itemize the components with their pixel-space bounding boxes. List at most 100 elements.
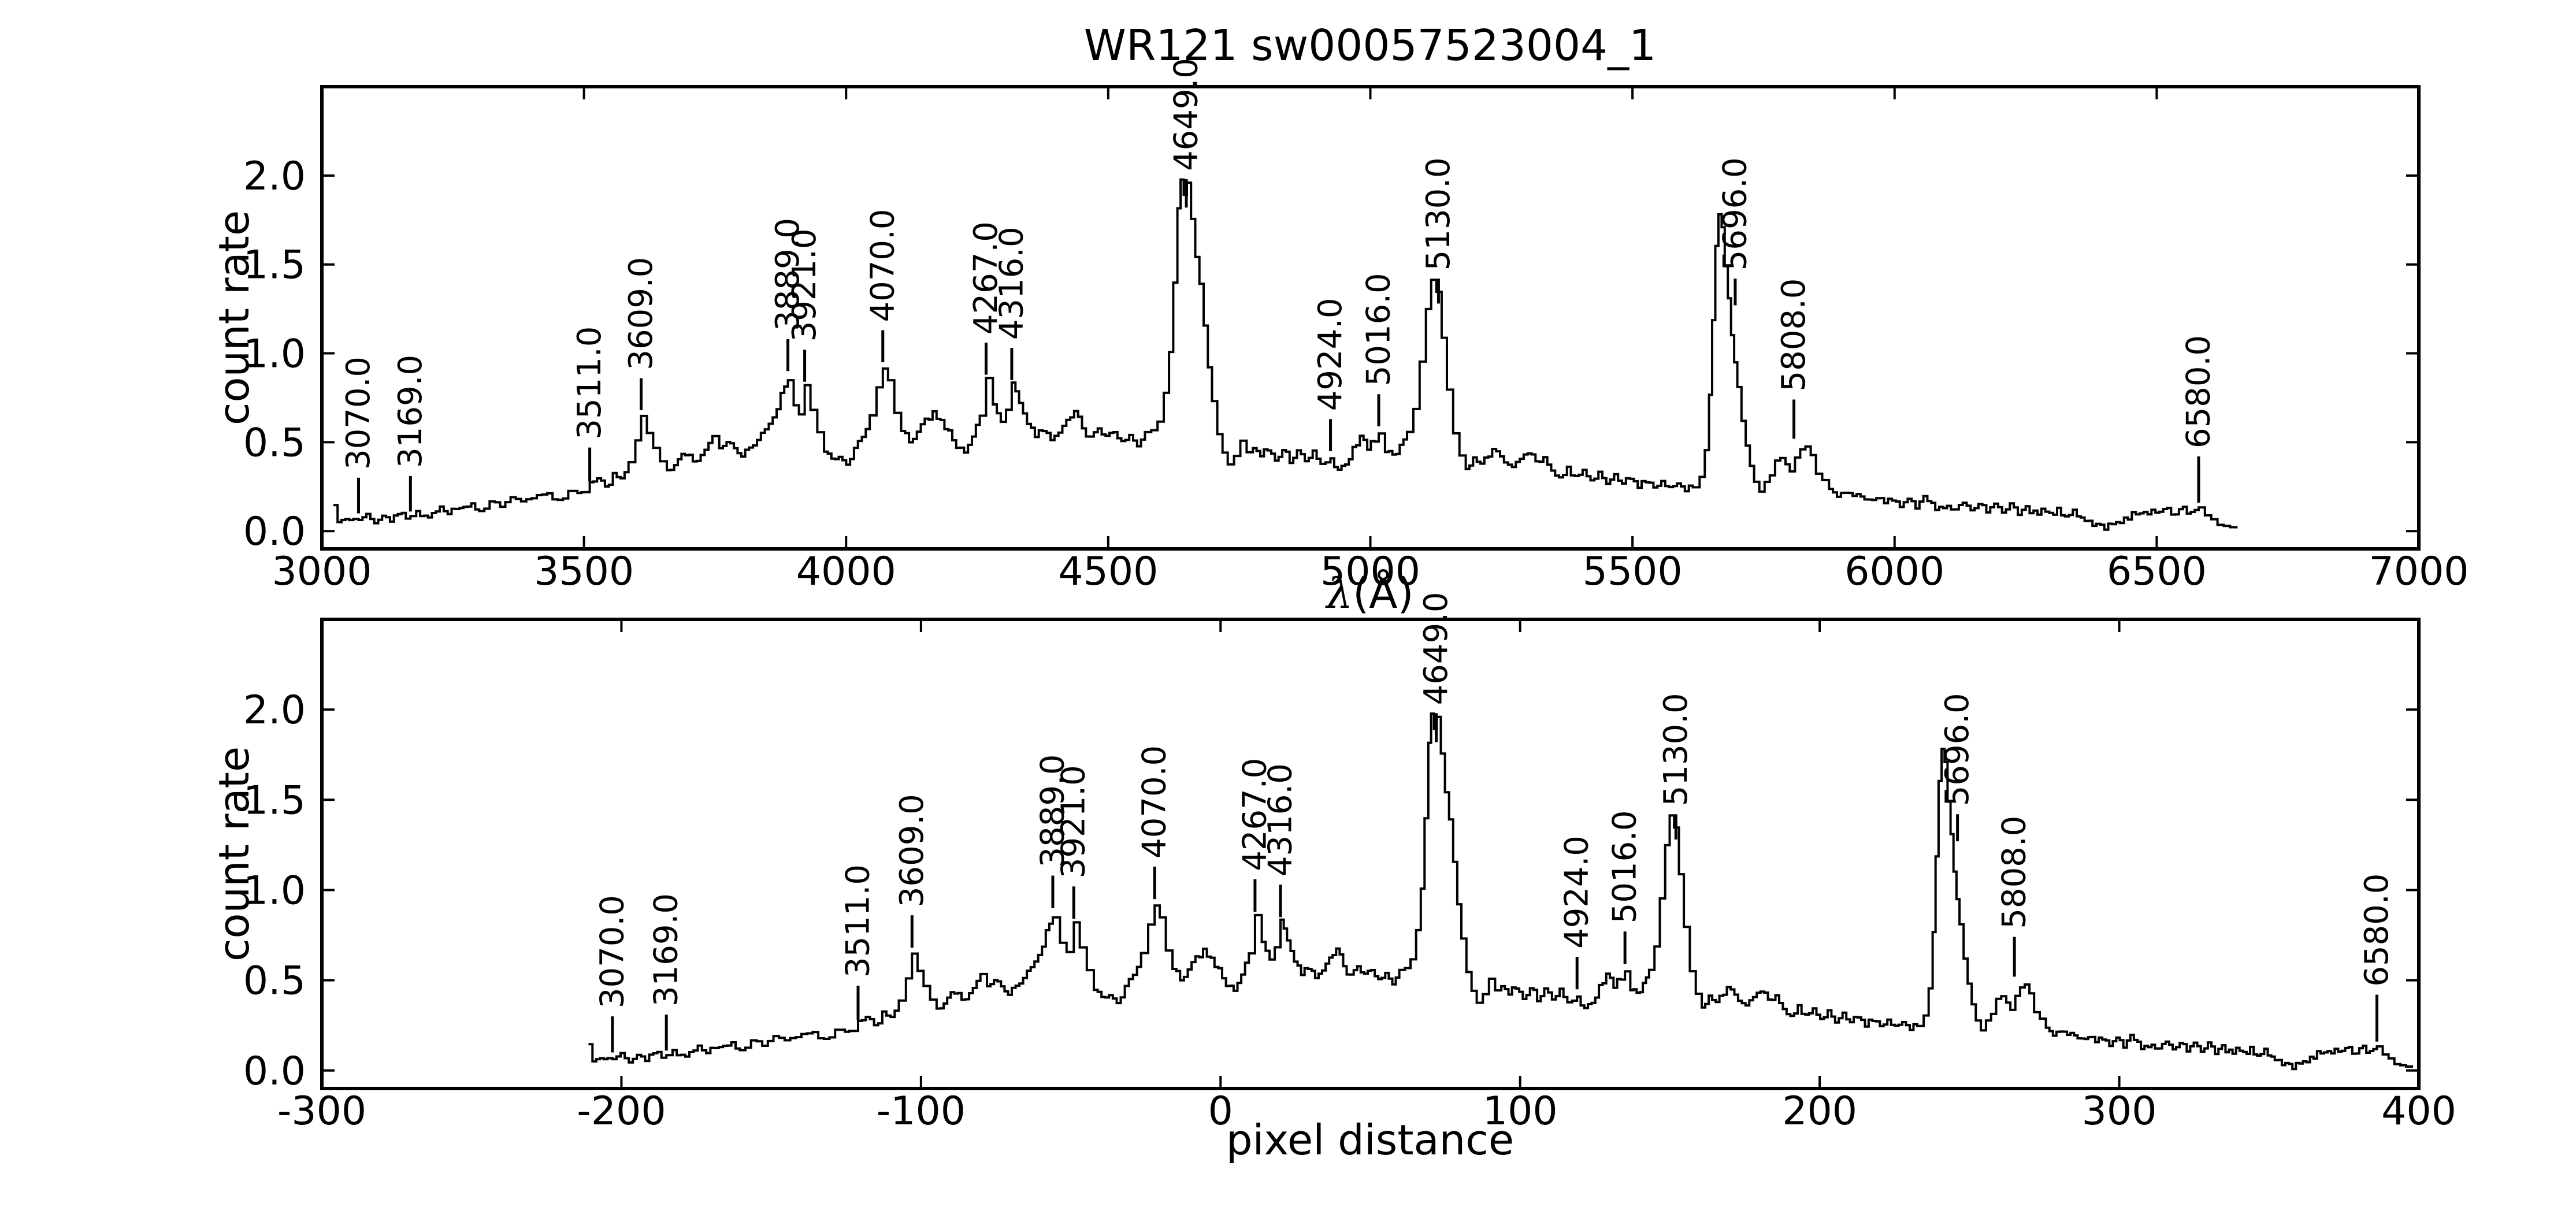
line-annotation: 3609.0 bbox=[893, 794, 931, 948]
annotation-label: 4924.0 bbox=[1312, 298, 1349, 411]
annotation-label: 5130.0 bbox=[1420, 157, 1457, 270]
line-annotation: 5130.0 bbox=[1420, 157, 1457, 304]
annotation-label: 3609.0 bbox=[893, 794, 931, 907]
annotation-label: 4070.0 bbox=[1136, 745, 1174, 859]
line-annotation: 6580.0 bbox=[2180, 335, 2217, 503]
annotation-label: 3889.0 bbox=[1034, 755, 1071, 868]
y-tick-label: 0.5 bbox=[243, 959, 306, 1004]
annotation-label: 3889.0 bbox=[769, 218, 807, 331]
line-annotation: 3921.0 bbox=[1055, 765, 1093, 919]
annotation-label: 5808.0 bbox=[1775, 278, 1813, 392]
annotation-label: 5696.0 bbox=[1716, 157, 1754, 270]
x-tick-label: 300 bbox=[2082, 1089, 2157, 1134]
annotation-label: 3169.0 bbox=[392, 355, 429, 468]
y-tick-label: 0.0 bbox=[243, 1049, 306, 1094]
x-tick-label: 200 bbox=[1782, 1089, 1857, 1134]
y-tick-label: 0.5 bbox=[243, 420, 306, 466]
annotation-label: 3070.0 bbox=[593, 895, 631, 1008]
y-tick-label: 1.5 bbox=[243, 778, 306, 823]
line-annotation: 4267.0 bbox=[1236, 758, 1274, 912]
line-annotation: 5016.0 bbox=[1606, 810, 1644, 964]
line-annotation: 5808.0 bbox=[1775, 278, 1813, 439]
annotation-label: 3511.0 bbox=[571, 326, 608, 440]
line-annotation: 5016.0 bbox=[1360, 273, 1398, 426]
top-y-axis-label: count rate bbox=[210, 210, 258, 425]
top-x-axis-label: λ(Å) bbox=[1324, 569, 1413, 618]
line-annotation: 3070.0 bbox=[340, 356, 377, 514]
line-annotation: 4316.0 bbox=[993, 226, 1030, 380]
annotation-label: 5696.0 bbox=[1939, 693, 1976, 806]
annotation-label: 6580.0 bbox=[2358, 874, 2396, 987]
x-tick-label: -300 bbox=[277, 1089, 366, 1134]
x-tick-label: 5500 bbox=[1583, 549, 1683, 595]
y-tick-label: 1.5 bbox=[243, 243, 306, 288]
annotation-label: 5016.0 bbox=[1606, 810, 1644, 923]
annotation-label: 5130.0 bbox=[1657, 693, 1695, 806]
x-tick-label: 7000 bbox=[2369, 549, 2469, 595]
y-tick-label: 2.0 bbox=[243, 688, 306, 733]
annotation-label: 4070.0 bbox=[864, 209, 901, 322]
line-annotation: 3511.0 bbox=[571, 326, 608, 482]
y-tick-label: 0.0 bbox=[243, 509, 306, 555]
spectrum-curve bbox=[588, 712, 2414, 1071]
x-tick-label: 6000 bbox=[1844, 549, 1944, 595]
annotation-label: 5808.0 bbox=[1996, 816, 2033, 929]
x-tick-label: 0 bbox=[1208, 1089, 1233, 1134]
line-annotation: 3921.0 bbox=[786, 228, 823, 382]
x-tick-label: -200 bbox=[577, 1089, 666, 1134]
line-annotation: 4924.0 bbox=[1312, 298, 1349, 451]
top-panel: 3000 3500 4000 4500 5000 5500 6000 6500 7000 0.0 0… bbox=[243, 58, 2469, 595]
y-tick-label: 1.0 bbox=[243, 868, 306, 913]
annotation-label: 3609.0 bbox=[622, 257, 660, 370]
line-annotation: 4649.0 bbox=[1417, 592, 1455, 742]
annotation-label: 3169.0 bbox=[648, 893, 685, 1006]
annotation-label: 3511.0 bbox=[839, 864, 877, 978]
annotation-label: 4316.0 bbox=[1261, 763, 1299, 876]
annotation-label: 3070.0 bbox=[340, 356, 377, 470]
line-annotation: 4070.0 bbox=[1136, 745, 1174, 900]
annotation-label: 4649.0 bbox=[1168, 58, 1205, 171]
y-tick-label: 2.0 bbox=[243, 154, 306, 199]
y-tick-label: 1.0 bbox=[243, 332, 306, 377]
bottom-panel: -300 -200 -100 0 100 200 300 400 0.0 0.5 1.0 1.5 2.0… bbox=[243, 592, 2456, 1134]
x-tick-label: 5000 bbox=[1320, 549, 1420, 595]
line-annotation: 5696.0 bbox=[1939, 693, 1976, 842]
annotation-label: 3921.0 bbox=[1055, 765, 1093, 878]
line-annotation: 5808.0 bbox=[1996, 816, 2033, 977]
bottom-y-axis-label: count rate bbox=[210, 746, 258, 961]
x-tick-label: -100 bbox=[877, 1089, 966, 1134]
x-tick-label: 400 bbox=[2381, 1089, 2456, 1134]
line-annotation: 4649.0 bbox=[1168, 58, 1205, 208]
x-tick-label: 100 bbox=[1483, 1089, 1558, 1134]
annotation-label: 4267.0 bbox=[967, 221, 1005, 335]
line-annotation: 6580.0 bbox=[2358, 874, 2396, 1042]
line-annotation: 5696.0 bbox=[1716, 157, 1754, 306]
line-annotation: 3889.0 bbox=[769, 218, 807, 372]
line-annotation: 4070.0 bbox=[864, 209, 901, 362]
bottom-x-axis-label: pixel distance bbox=[1226, 1116, 1514, 1164]
x-tick-label: 3000 bbox=[272, 549, 372, 595]
annotation-label: 5016.0 bbox=[1360, 273, 1398, 386]
x-tick-label: 6500 bbox=[2107, 549, 2207, 595]
line-annotation: 3889.0 bbox=[1034, 755, 1071, 908]
line-annotation: 4316.0 bbox=[1261, 763, 1299, 917]
figure-title: WR121 sw00057523004_1 bbox=[1084, 21, 1656, 70]
axes-frame bbox=[320, 618, 2421, 1090]
line-annotation: 4924.0 bbox=[1558, 835, 1596, 990]
annotation-label: 3921.0 bbox=[786, 228, 823, 341]
annotation-label: 4267.0 bbox=[1236, 758, 1274, 871]
line-annotation: 5130.0 bbox=[1657, 693, 1695, 840]
x-tick-label: 4000 bbox=[796, 549, 896, 595]
line-annotation: 4267.0 bbox=[967, 221, 1005, 375]
line-annotation: 3609.0 bbox=[622, 257, 660, 410]
annotation-label: 4316.0 bbox=[993, 226, 1030, 340]
x-tick-label: 3500 bbox=[534, 549, 634, 595]
line-annotation: 3070.0 bbox=[593, 895, 631, 1053]
spectrum-curve bbox=[333, 178, 2238, 531]
line-annotation: 3169.0 bbox=[648, 893, 685, 1051]
line-annotation: 3169.0 bbox=[392, 355, 429, 512]
annotation-label: 4649.0 bbox=[1417, 592, 1455, 705]
annotation-label: 4924.0 bbox=[1558, 835, 1596, 949]
